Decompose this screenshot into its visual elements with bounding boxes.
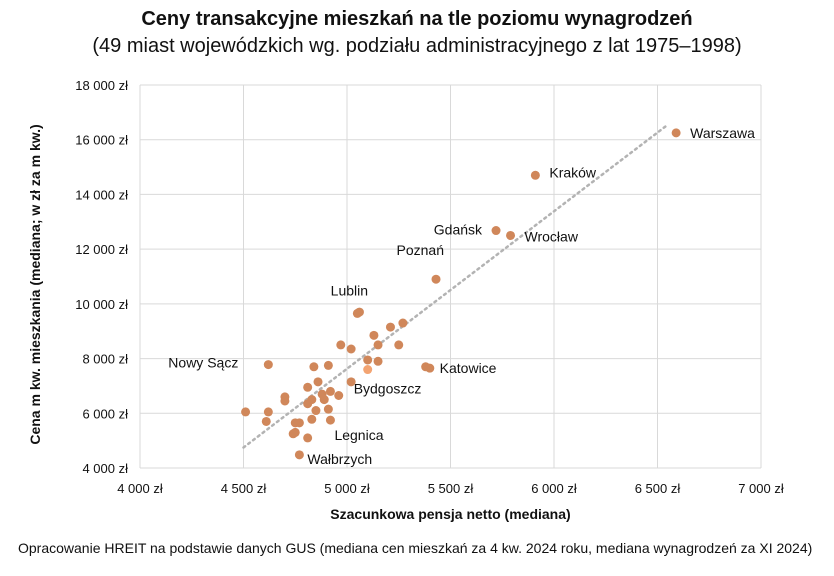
x-tick-label: 5 000 zł	[324, 481, 370, 496]
y-tick-label: 8 000 zł	[82, 352, 128, 367]
data-point	[530, 170, 540, 180]
y-tick-label: 6 000 zł	[82, 406, 128, 421]
data-point	[294, 418, 304, 428]
data-point	[309, 362, 319, 372]
data-point-label: Wrocław	[525, 228, 579, 244]
x-axis-title: Szacunkowa pensja netto (mediana)	[330, 506, 570, 522]
data-point	[506, 230, 516, 240]
data-point	[334, 391, 344, 401]
data-point	[431, 274, 441, 284]
data-point-label: Katowice	[440, 360, 497, 376]
y-tick-label: 16 000 zł	[75, 133, 128, 148]
data-point	[671, 128, 681, 138]
data-point	[425, 363, 435, 373]
data-point	[354, 307, 364, 317]
data-point	[313, 377, 323, 387]
data-point	[491, 226, 501, 236]
data-point	[307, 414, 317, 424]
source-note: Opracowanie HREIT na podstawie danych GU…	[18, 540, 813, 556]
chart-subtitle: (49 miast wojewódzkich wg. podziału admi…	[92, 35, 742, 57]
y-tick-label: 14 000 zł	[75, 187, 128, 202]
data-point	[363, 355, 373, 365]
data-point	[319, 395, 329, 405]
y-tick-label: 18 000 zł	[75, 78, 128, 93]
data-point-label: Kraków	[549, 164, 597, 180]
data-point	[290, 427, 300, 437]
y-axis-title: Cena m kw. mieszkania (mediana; w zł za …	[27, 124, 43, 444]
data-point-label: Wałbrzych	[307, 451, 372, 467]
data-point	[263, 407, 273, 417]
chart-title: Ceny transakcyjne mieszkań na tle poziom…	[141, 8, 693, 30]
data-point	[394, 340, 404, 350]
data-point	[294, 450, 304, 460]
data-point	[325, 415, 335, 425]
data-point	[398, 318, 408, 328]
x-tick-label: 6 000 zł	[531, 481, 577, 496]
data-point-label: Lublin	[331, 282, 368, 298]
data-point-label: Legnica	[334, 427, 383, 443]
data-point	[346, 344, 356, 354]
data-point	[373, 340, 383, 350]
x-tick-label: 4 000 zł	[117, 481, 163, 496]
x-tick-label: 4 500 zł	[221, 481, 267, 496]
data-point	[369, 330, 379, 340]
data-point-label: Bydgoszcz	[354, 381, 422, 397]
data-point	[323, 360, 333, 370]
x-tick-label: 5 500 zł	[428, 481, 474, 496]
x-tick-label: 7 000 zł	[738, 481, 784, 496]
data-point-label: Poznań	[397, 242, 444, 258]
data-point	[336, 340, 346, 350]
data-point	[303, 399, 313, 409]
data-point	[373, 356, 383, 366]
data-point	[261, 416, 271, 426]
data-point	[385, 322, 395, 332]
data-point-label: Nowy Sącz	[168, 355, 238, 371]
y-tick-label: 10 000 zł	[75, 297, 128, 312]
data-point	[303, 433, 313, 443]
data-point	[311, 406, 321, 416]
data-point-label: Gdańsk	[434, 222, 483, 238]
data-point	[263, 360, 273, 370]
y-tick-label: 4 000 zł	[82, 461, 128, 476]
trendline	[242, 123, 670, 449]
data-point	[241, 407, 251, 417]
data-point-label: Warszawa	[690, 125, 755, 141]
data-point	[325, 386, 335, 396]
data-point	[363, 365, 373, 375]
y-tick-label: 12 000 zł	[75, 242, 128, 257]
data-point	[346, 377, 356, 387]
x-tick-label: 6 500 zł	[635, 481, 681, 496]
data-point	[323, 404, 333, 414]
data-point	[303, 382, 313, 392]
data-point	[280, 396, 290, 406]
